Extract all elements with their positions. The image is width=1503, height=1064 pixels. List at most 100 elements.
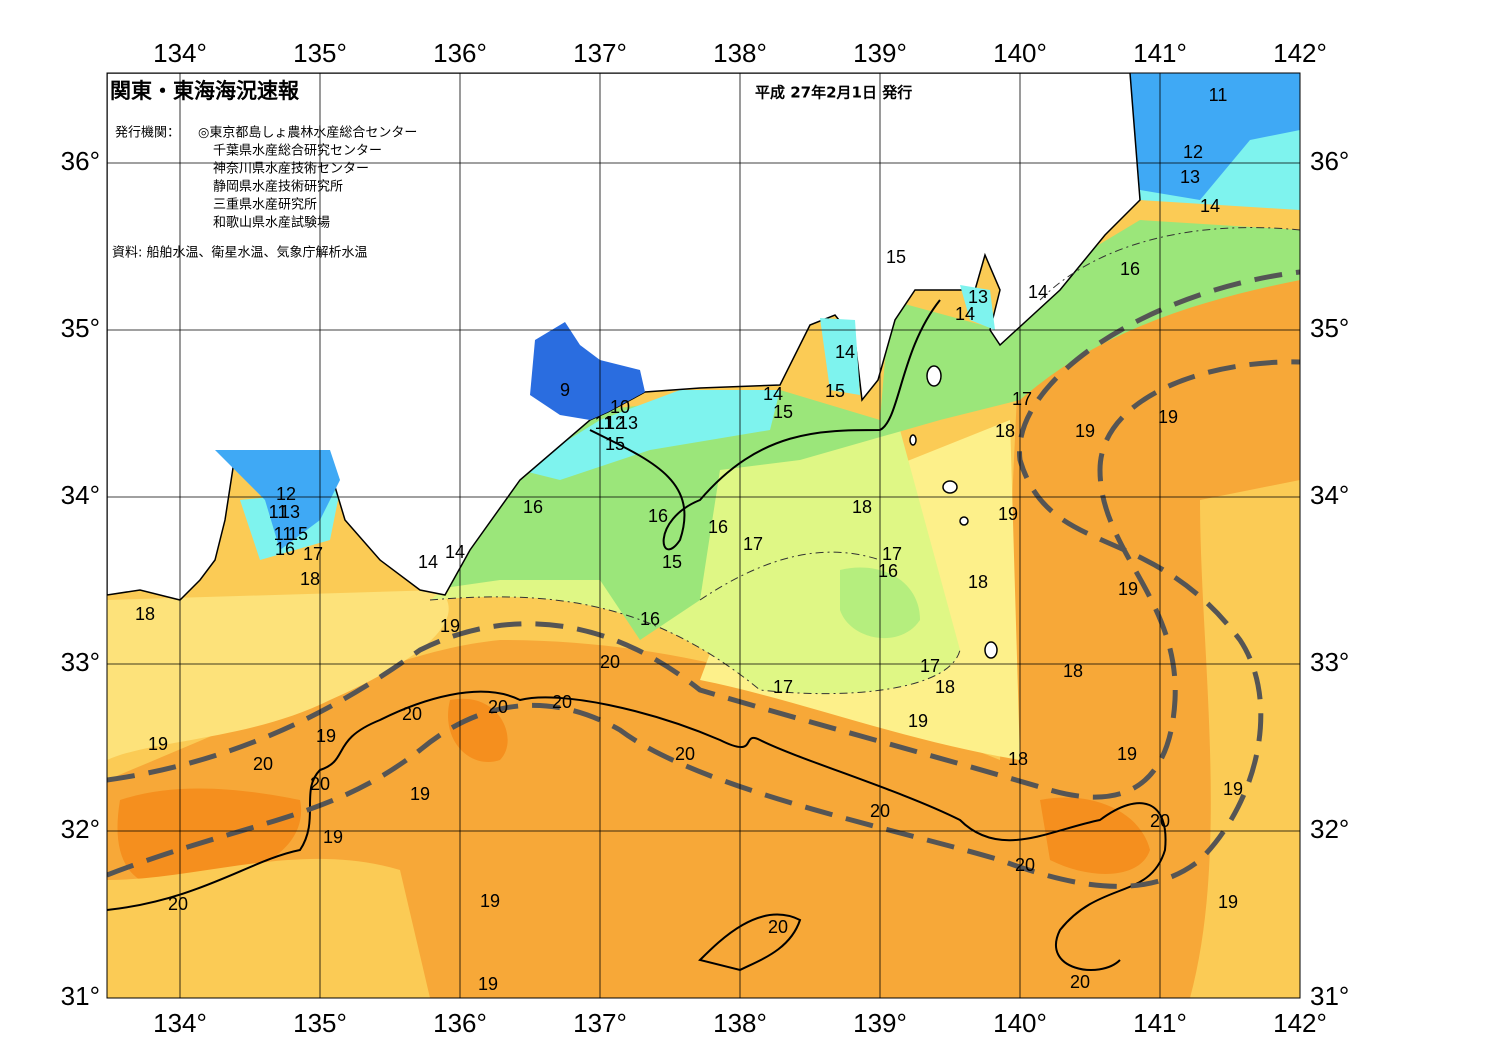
mild-zone <box>107 480 1300 998</box>
contour-label: 19 <box>1223 779 1243 799</box>
contour-label: 14 <box>955 304 975 324</box>
latitude-label-left: 32° <box>61 814 100 844</box>
contour-label: 17 <box>882 544 902 564</box>
contour-label: 19 <box>998 504 1018 524</box>
map-frame <box>106 72 1301 999</box>
island <box>909 434 917 446</box>
contour-label: 15 <box>886 247 906 267</box>
graticule <box>107 73 1300 998</box>
latitude-label-right: 32° <box>1310 814 1349 844</box>
contour-label: 18 <box>935 677 955 697</box>
contour-label: 20 <box>310 774 330 794</box>
mild-zone <box>107 590 449 760</box>
contour-label: 20 <box>552 692 572 712</box>
longitude-label-bottom: 136° <box>433 1008 487 1038</box>
contour-label: 18 <box>135 604 155 624</box>
contour-label: 13 <box>280 502 300 522</box>
contour-label: 17 <box>773 677 793 697</box>
contour-label: 20 <box>1015 855 1035 875</box>
issue-date: 平成 27年2月1日 発行 <box>755 84 912 102</box>
longitude-label-bottom: 134° <box>153 1008 207 1038</box>
island <box>942 480 958 494</box>
longitude-label-bottom: 138° <box>713 1008 767 1038</box>
contour-label: 18 <box>995 421 1015 441</box>
longitude-label-top: 137° <box>573 38 627 68</box>
longitude-label-bottom: 142° <box>1273 1008 1327 1038</box>
contour-label: 15 <box>605 434 625 454</box>
contour-label: 12 <box>605 413 625 433</box>
contour-label: 20 <box>1070 972 1090 992</box>
contour-label: 20 <box>402 704 422 724</box>
agencies-label: 発行機関： <box>115 126 180 141</box>
longitude-label-bottom: 135° <box>293 1008 347 1038</box>
contour-label: 18 <box>1063 661 1083 681</box>
contour-label: 19 <box>478 974 498 994</box>
contour-label: 19 <box>316 726 336 746</box>
contour-label: 14 <box>1028 282 1048 302</box>
latitude-label-right: 31° <box>1310 981 1349 1011</box>
agency: 三重県水産研究所 <box>213 197 317 213</box>
islands <box>909 365 998 659</box>
latitude-label-right: 34° <box>1310 480 1349 510</box>
contour-label: 11 <box>274 524 293 544</box>
osaka-bay <box>215 450 340 550</box>
island <box>926 365 942 387</box>
contour-label: 19 <box>1075 421 1095 441</box>
isotherm <box>698 913 802 972</box>
contour-label: 17 <box>920 656 940 676</box>
kuroshio-axis <box>107 359 1300 800</box>
latitude-label-left: 33° <box>61 647 100 677</box>
contour-label: 16 <box>640 609 660 629</box>
contour-label: 20 <box>870 801 890 821</box>
longitude-label-bottom: 141° <box>1133 1008 1187 1038</box>
longitude-label-bottom: 137° <box>573 1008 627 1038</box>
contour-label: 10 <box>610 397 630 417</box>
contour-label: 14 <box>445 542 465 562</box>
contour-label: 19 <box>480 891 500 911</box>
contour-label: 15 <box>773 402 793 422</box>
contour-label: 12 <box>276 484 296 504</box>
contour-label: 19 <box>1218 892 1238 912</box>
contour-label: 15 <box>825 381 845 401</box>
isotherm <box>429 227 1300 695</box>
contour-label: 17 <box>303 544 323 564</box>
longitude-label-top: 141° <box>1133 38 1187 68</box>
contour-label: 13 <box>968 287 988 307</box>
longitude-label-top: 139° <box>853 38 907 68</box>
agency: 和歌山県水産試験場 <box>213 215 330 231</box>
contour-label: 18 <box>968 572 988 592</box>
contour-label: 17 <box>743 534 763 554</box>
contour-label: 13 <box>1180 167 1200 187</box>
island <box>959 516 969 526</box>
contour-label: 15 <box>662 552 682 572</box>
contour-label: 16 <box>648 506 668 526</box>
contour-label: 18 <box>852 497 872 517</box>
contour-label: 9 <box>560 380 570 400</box>
warm-zone <box>107 280 1300 998</box>
contour-label: 20 <box>768 917 788 937</box>
coldest-zone <box>1130 73 1300 200</box>
contour-label: 11 <box>1209 85 1228 105</box>
agency: 神奈川県水産技術センター <box>213 161 369 177</box>
latitude-label-right: 35° <box>1310 313 1349 343</box>
contour-label: 12 <box>1183 142 1203 162</box>
contour-label: 20 <box>1150 811 1170 831</box>
latitude-label-left: 35° <box>61 313 100 343</box>
contour-label: 20 <box>675 744 695 764</box>
sea-surface: 1112131415161413141415141591011121315171… <box>107 73 1300 998</box>
contour-label: 15 <box>288 524 308 544</box>
island <box>984 641 998 659</box>
latitude-label-right: 33° <box>1310 647 1349 677</box>
isotherm <box>589 299 941 551</box>
contour-label: 16 <box>523 497 543 517</box>
contour-label: 16 <box>878 561 898 581</box>
longitude-label-bottom: 139° <box>853 1008 907 1038</box>
contour-label: 19 <box>1158 407 1178 427</box>
isotherm <box>107 690 1167 971</box>
contour-label: 14 <box>835 342 855 362</box>
contour-label: 20 <box>168 894 188 914</box>
longitude-label-top: 138° <box>713 38 767 68</box>
contour-label: 11 <box>269 502 288 522</box>
agency: 静岡県水産技術研究所 <box>213 179 343 195</box>
